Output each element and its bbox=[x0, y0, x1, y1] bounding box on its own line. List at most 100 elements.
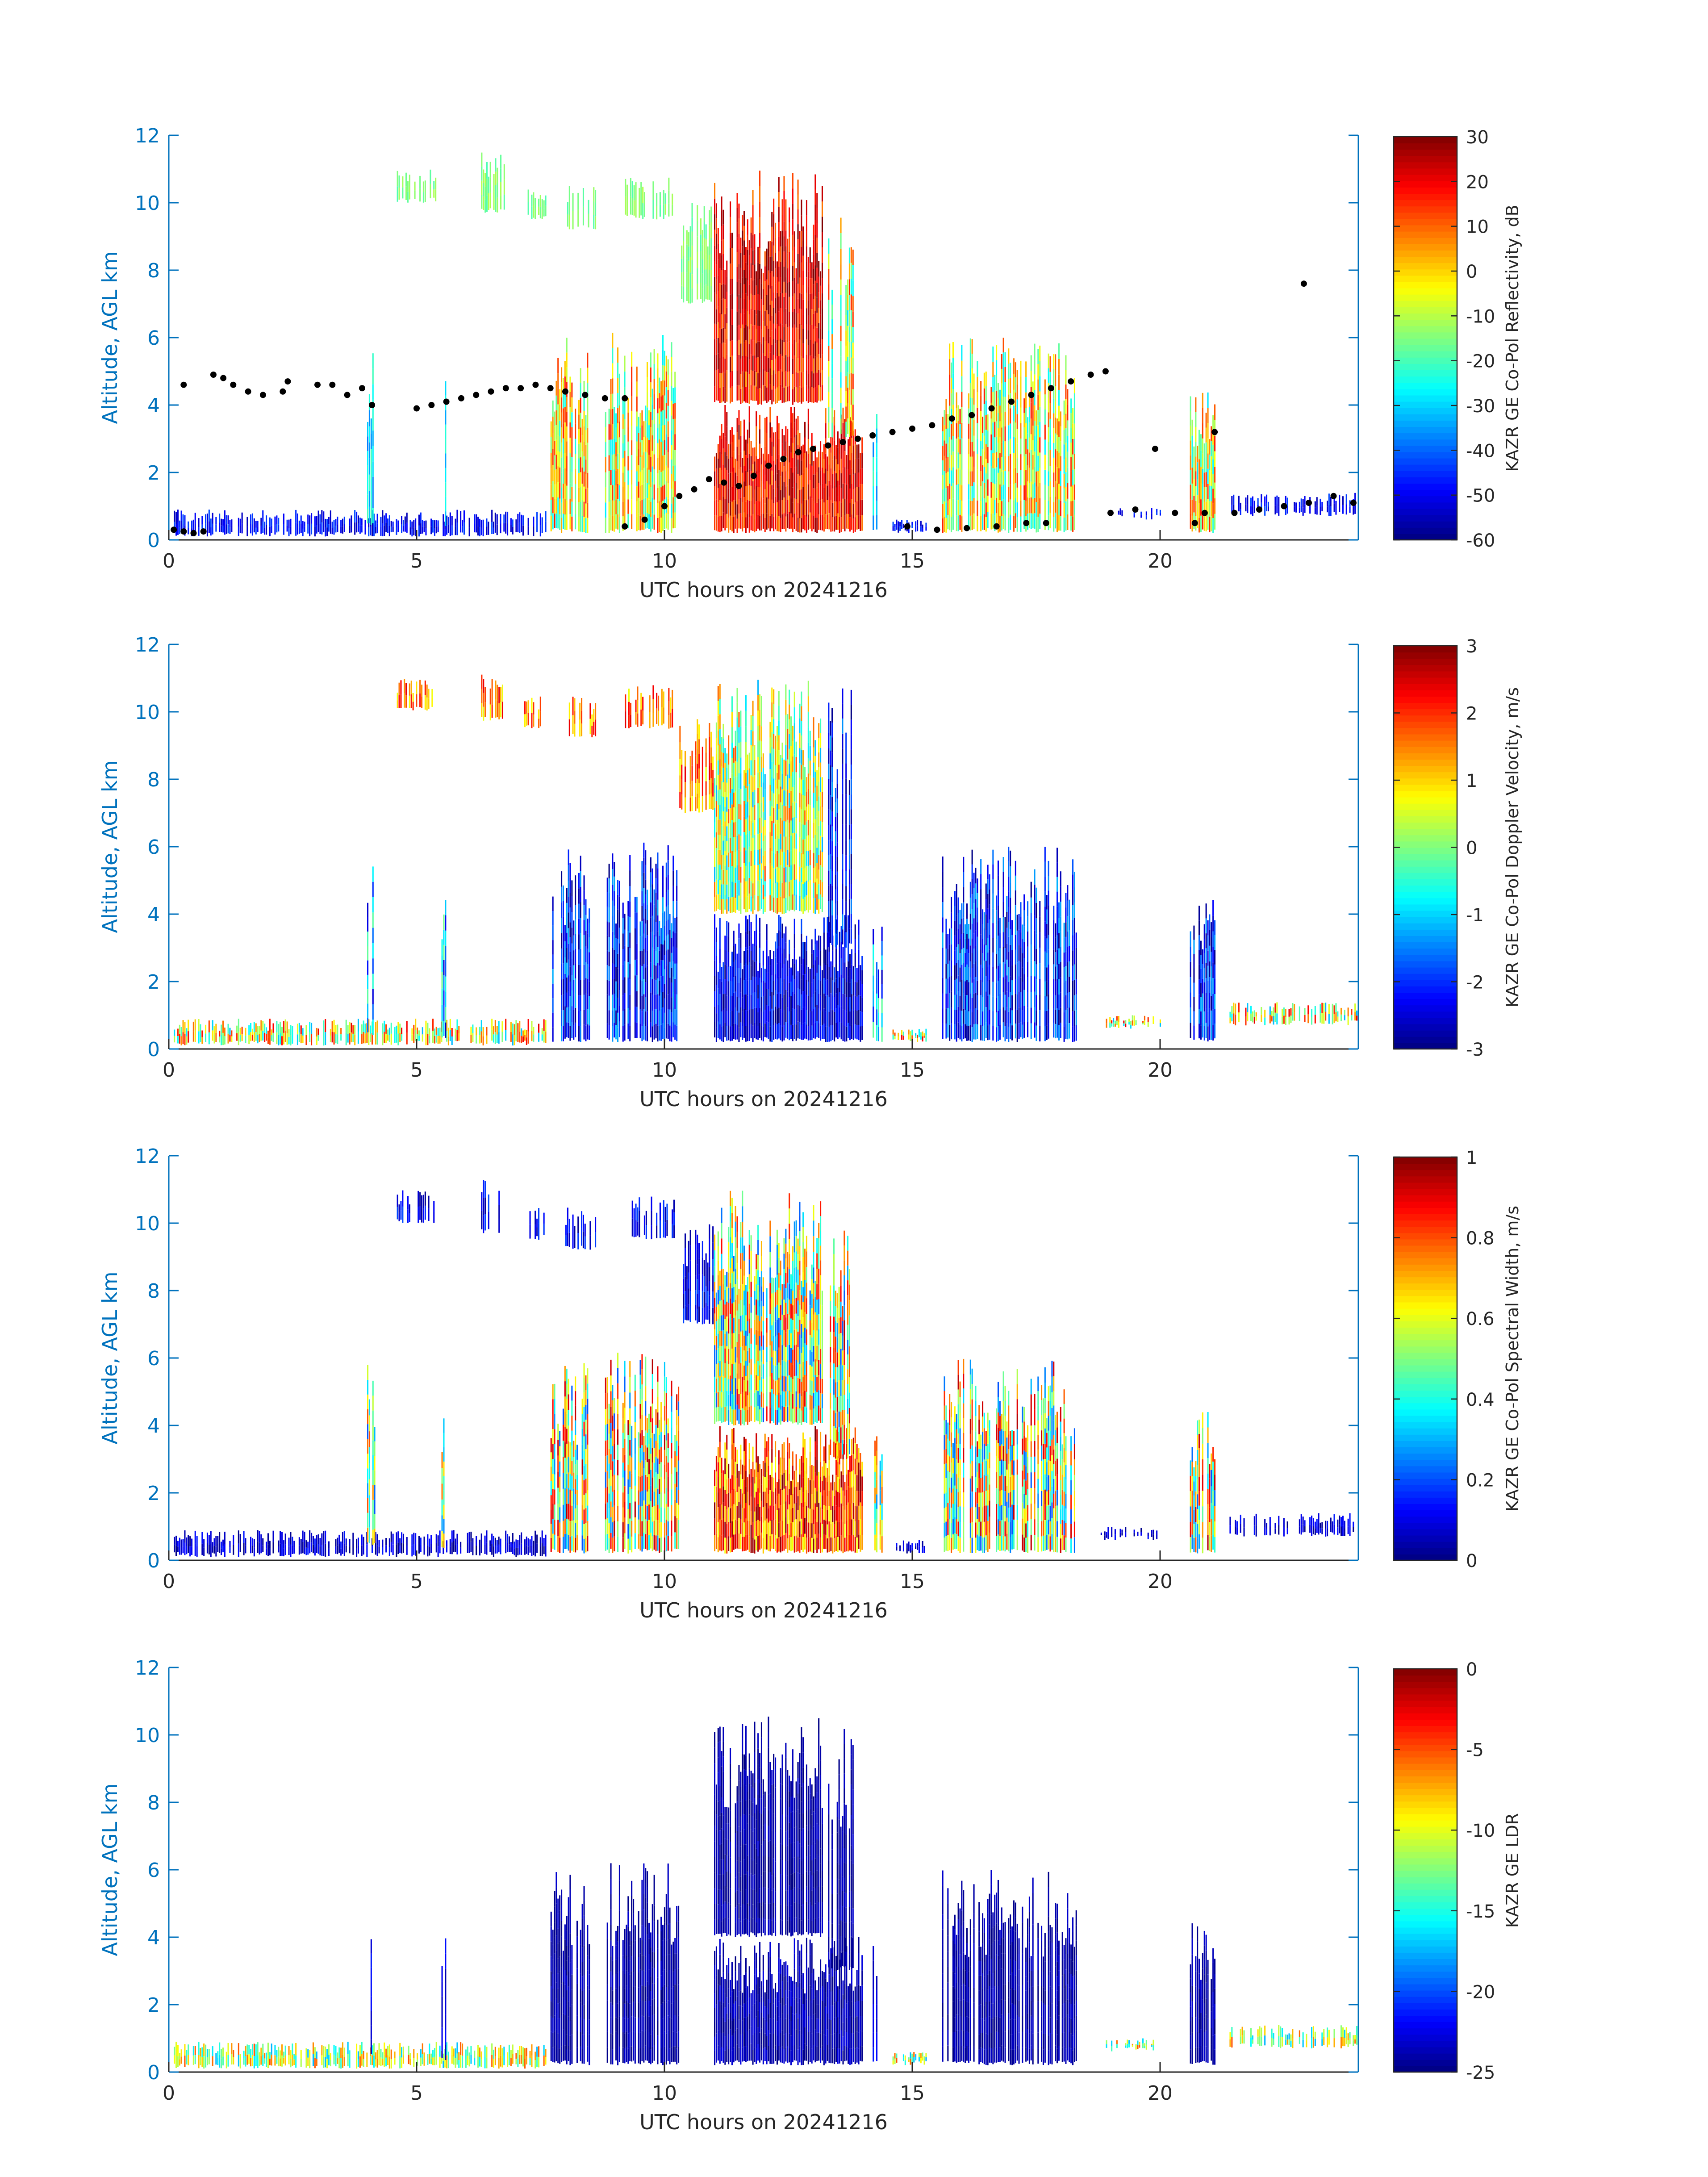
echo-cell bbox=[662, 470, 664, 486]
echo-cell bbox=[985, 473, 987, 488]
echo-cell bbox=[825, 965, 827, 981]
echo-cell bbox=[367, 451, 369, 466]
echo-cell bbox=[241, 512, 243, 523]
echo-cell bbox=[968, 439, 969, 454]
echo-cell bbox=[253, 1022, 255, 1032]
echo-cell bbox=[846, 514, 848, 529]
echo-cell bbox=[432, 520, 434, 526]
echo-cell bbox=[759, 948, 761, 963]
echo-cell bbox=[210, 527, 212, 536]
echo-cell bbox=[816, 388, 818, 403]
echo-cell bbox=[827, 485, 828, 500]
echo-cell bbox=[412, 702, 414, 710]
echo-cell bbox=[569, 937, 571, 952]
echo-cell bbox=[331, 528, 333, 535]
echo-cell bbox=[783, 206, 785, 221]
echo-cell bbox=[717, 369, 719, 385]
echo-cell bbox=[781, 1027, 783, 1042]
echo-cell bbox=[816, 223, 818, 238]
echo-cell bbox=[994, 437, 996, 453]
echo-cell bbox=[804, 1006, 806, 1023]
echo-cell bbox=[1214, 498, 1216, 514]
echo-cell bbox=[748, 946, 750, 962]
echo-cell bbox=[1049, 466, 1051, 481]
echo-cell bbox=[290, 526, 292, 535]
echo-cell bbox=[1207, 438, 1209, 454]
echo-cell bbox=[754, 476, 756, 490]
echo-cell bbox=[589, 719, 591, 735]
echo-cell bbox=[445, 439, 447, 454]
echo-cell bbox=[573, 1025, 575, 1040]
echo-cell bbox=[1027, 433, 1029, 450]
echo-cell bbox=[593, 709, 595, 722]
echo-cell bbox=[714, 371, 716, 387]
echo-cell bbox=[849, 517, 851, 532]
echo-cell bbox=[780, 247, 781, 262]
echo-cell bbox=[409, 187, 410, 200]
echo-cell bbox=[781, 997, 783, 1012]
echo-cell bbox=[759, 978, 761, 993]
echo-cell bbox=[198, 1019, 200, 1032]
echo-cell bbox=[757, 1026, 759, 1040]
echo-cell bbox=[437, 1036, 439, 1044]
echo-cell bbox=[813, 343, 814, 359]
echo-cell bbox=[568, 897, 569, 913]
echo-cell bbox=[1203, 501, 1205, 517]
echo-cell bbox=[672, 388, 674, 404]
echo-cell bbox=[845, 330, 847, 346]
echo-cell bbox=[860, 484, 861, 500]
echo-cell bbox=[1053, 369, 1055, 384]
echo-cell bbox=[781, 293, 783, 309]
echo-cell bbox=[850, 263, 852, 279]
echo-cell bbox=[738, 938, 740, 953]
echo-cell bbox=[957, 515, 959, 531]
echo-cell bbox=[445, 482, 447, 497]
echo-cell bbox=[775, 1023, 777, 1039]
echo-cell bbox=[659, 981, 660, 996]
echo-cell bbox=[606, 979, 608, 994]
echo-cell bbox=[399, 1024, 401, 1033]
echo-cell bbox=[722, 357, 724, 372]
echo-cell bbox=[667, 437, 669, 452]
echo-cell bbox=[797, 988, 799, 1005]
echo-cell bbox=[1145, 511, 1147, 516]
echo-cell bbox=[982, 417, 984, 433]
echo-cell bbox=[1190, 426, 1191, 441]
echo-cell bbox=[726, 386, 728, 402]
echo-cell bbox=[813, 474, 814, 489]
echo-cell bbox=[801, 356, 802, 372]
echo-cell bbox=[766, 973, 768, 989]
echo-cell bbox=[361, 1034, 363, 1044]
echo-cell bbox=[1202, 453, 1203, 469]
echo-cell bbox=[828, 346, 830, 361]
echo-cell bbox=[766, 940, 768, 957]
echo-cell bbox=[227, 524, 229, 534]
echo-cell bbox=[274, 516, 276, 526]
echo-cell bbox=[736, 297, 738, 312]
echo-cell bbox=[714, 355, 716, 371]
echo-cell bbox=[474, 514, 476, 523]
echo-cell bbox=[650, 367, 651, 383]
echo-cell bbox=[561, 918, 563, 933]
echo-cell bbox=[367, 436, 369, 451]
echo-cell bbox=[651, 404, 653, 420]
echo-cell bbox=[790, 468, 792, 483]
cloud-base-point bbox=[220, 375, 227, 381]
echo-cell bbox=[756, 486, 757, 501]
echo-cell bbox=[992, 468, 994, 484]
echo-cell bbox=[1207, 499, 1209, 515]
echo-cell bbox=[449, 1019, 451, 1030]
echo-cell bbox=[566, 441, 568, 456]
echo-cell bbox=[748, 978, 750, 994]
echo-cell bbox=[722, 209, 724, 225]
echo-cell bbox=[787, 253, 789, 268]
echo-cell bbox=[569, 392, 571, 407]
echo-cell bbox=[307, 514, 309, 524]
echo-cell bbox=[561, 871, 563, 887]
echo-cell bbox=[1353, 507, 1354, 515]
echo-cell bbox=[797, 284, 799, 299]
echo-cell bbox=[719, 948, 721, 964]
echo-cell bbox=[968, 499, 969, 514]
echo-cell bbox=[951, 439, 952, 455]
echo-cell bbox=[792, 502, 793, 518]
